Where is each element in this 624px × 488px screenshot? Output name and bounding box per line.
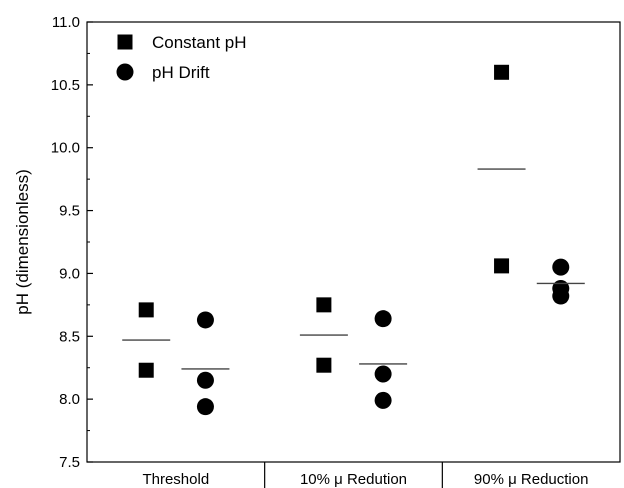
legend-label: Constant pH: [152, 33, 247, 52]
category-label: 90% μ Reduction: [474, 471, 589, 488]
y-tick-label: 10.5: [51, 77, 80, 94]
category-label: 10% μ Redution: [300, 471, 407, 488]
legend-circle-icon: [116, 63, 134, 81]
y-tick-label: 9.0: [59, 265, 80, 282]
circle-marker: [552, 287, 570, 305]
y-tick-label: 9.5: [59, 203, 80, 220]
square-marker: [316, 357, 332, 373]
y-axis-title: pH (dimensionless): [13, 169, 32, 315]
square-marker: [494, 258, 510, 274]
plot-area: [86, 21, 621, 463]
legend-label: pH Drift: [152, 63, 210, 82]
square-marker: [138, 302, 154, 318]
legend: Constant pH pH Drift: [116, 33, 247, 82]
circle-marker: [196, 371, 214, 389]
square-marker: [138, 362, 154, 378]
category-label: Threshold: [142, 471, 209, 488]
circle-marker: [196, 398, 214, 416]
circle-marker: [374, 391, 392, 409]
y-tick-label: 8.0: [59, 391, 80, 408]
y-tick-label: 7.5: [59, 454, 80, 471]
y-tick-label: 8.5: [59, 328, 80, 345]
y-tick-label: 10.0: [51, 140, 80, 157]
circle-marker: [374, 310, 392, 328]
y-axis: 7.5 8.0 8.5 9.0 9.5 10.0 10.5 11.0: [51, 14, 93, 471]
circle-marker: [374, 365, 392, 383]
y-tick-label: 11.0: [52, 14, 80, 31]
data-marks: [122, 64, 585, 416]
x-axis: Threshold 10% μ Redution 90% μ Reduction: [142, 462, 588, 488]
square-marker: [494, 64, 510, 80]
square-marker: [316, 297, 332, 313]
legend-square-icon: [117, 34, 133, 50]
circle-marker: [552, 258, 570, 276]
circle-marker: [196, 311, 214, 329]
